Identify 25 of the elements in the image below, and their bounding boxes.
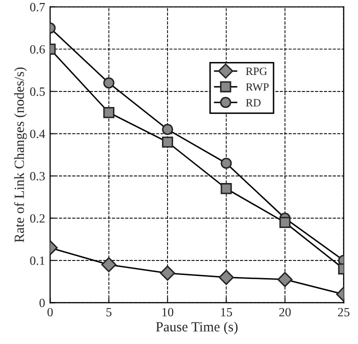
x-tick-label: 5	[106, 308, 112, 316]
x-tick-label: 10	[162, 308, 174, 316]
x-tick-label: 20	[279, 308, 291, 316]
point	[162, 124, 174, 135]
point	[218, 270, 234, 285]
y-tick-label: 0.2	[30, 214, 45, 223]
x-axis-title: Pause Time (s)	[156, 322, 238, 334]
point	[220, 158, 232, 169]
y-tick-label: 0.1	[30, 256, 45, 265]
x-tick-label: 15	[221, 308, 232, 316]
y-tick-label: 0.5	[30, 87, 45, 96]
point	[220, 183, 232, 194]
legend-label: RPG	[246, 68, 267, 76]
y-tick-label: 0	[39, 298, 45, 308]
y-tick-label: 0.6	[30, 45, 45, 54]
point	[160, 266, 176, 281]
legend-label: RWP	[246, 83, 269, 91]
point	[162, 136, 174, 148]
x-tick-label: 0	[47, 308, 53, 316]
y-tick-label: 0.3	[30, 172, 45, 180]
y-tick-label: 0.4	[30, 130, 46, 138]
y-tick-label: 0.7	[30, 2, 45, 12]
x-tick-label: 25	[338, 308, 350, 316]
y-axis-title: Rate of Link Changes (nodes/s)	[14, 67, 27, 242]
legend-label: RD	[246, 99, 261, 106]
